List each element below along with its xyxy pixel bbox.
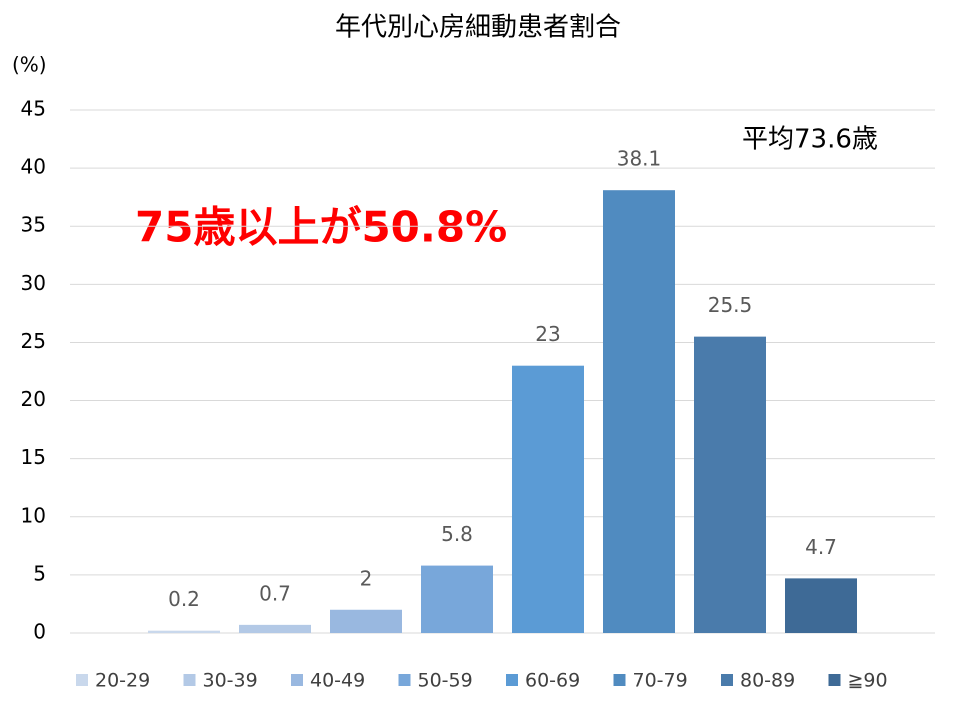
legend-swatch: [828, 674, 841, 686]
y-tick-label: 40: [21, 155, 46, 179]
annotation: 75歳以上が50.8%: [135, 203, 507, 252]
legend-swatch: [291, 674, 303, 686]
value-label: 2: [360, 566, 373, 590]
value-label: 4.7: [805, 535, 837, 559]
y-tick-label: 15: [21, 445, 46, 469]
value-label: 23: [535, 322, 560, 346]
y-tick-label: 35: [21, 213, 46, 237]
legend-label: 70-79: [633, 670, 688, 692]
y-axis-label: (%): [12, 53, 47, 77]
legend-label: 40-49: [310, 670, 365, 692]
legend-swatch: [76, 674, 88, 686]
bar: [512, 365, 584, 633]
legend-swatch: [398, 674, 411, 686]
legend-label: 80-89: [740, 670, 795, 692]
bar: [421, 565, 493, 633]
y-tick-label: 25: [21, 329, 46, 353]
value-label: 38.1: [617, 147, 662, 171]
value-label: 0.7: [259, 581, 291, 605]
legend-swatch: [183, 674, 196, 686]
legend-label: 60-69: [525, 670, 580, 692]
y-tick-label: 5: [33, 561, 46, 585]
y-tick-label: 20: [21, 387, 46, 411]
legend-label: 30-39: [203, 670, 258, 692]
legend-swatch: [721, 674, 733, 686]
bar: [239, 624, 311, 633]
chart-title: 年代別心房細動患者割合: [335, 13, 621, 43]
y-tick-label: 30: [21, 271, 46, 295]
legend-label: 50-59: [418, 670, 473, 692]
value-label: 5.8: [441, 522, 473, 546]
annotation: 平均73.6歳: [742, 125, 878, 155]
bar: [694, 336, 766, 633]
bar: [330, 609, 402, 633]
value-label: 0.2: [168, 587, 200, 611]
legend-swatch: [613, 674, 626, 686]
bar: [785, 578, 857, 633]
bar: [148, 630, 220, 633]
value-label: 25.5: [708, 293, 753, 317]
legend-label: ≧90: [848, 670, 888, 692]
y-tick-label: 45: [21, 97, 46, 121]
y-tick-label: 10: [21, 503, 46, 527]
legend-label: 20-29: [95, 670, 150, 692]
bar: [603, 190, 675, 633]
y-tick-label: 0: [33, 620, 46, 644]
legend-swatch: [506, 674, 518, 686]
